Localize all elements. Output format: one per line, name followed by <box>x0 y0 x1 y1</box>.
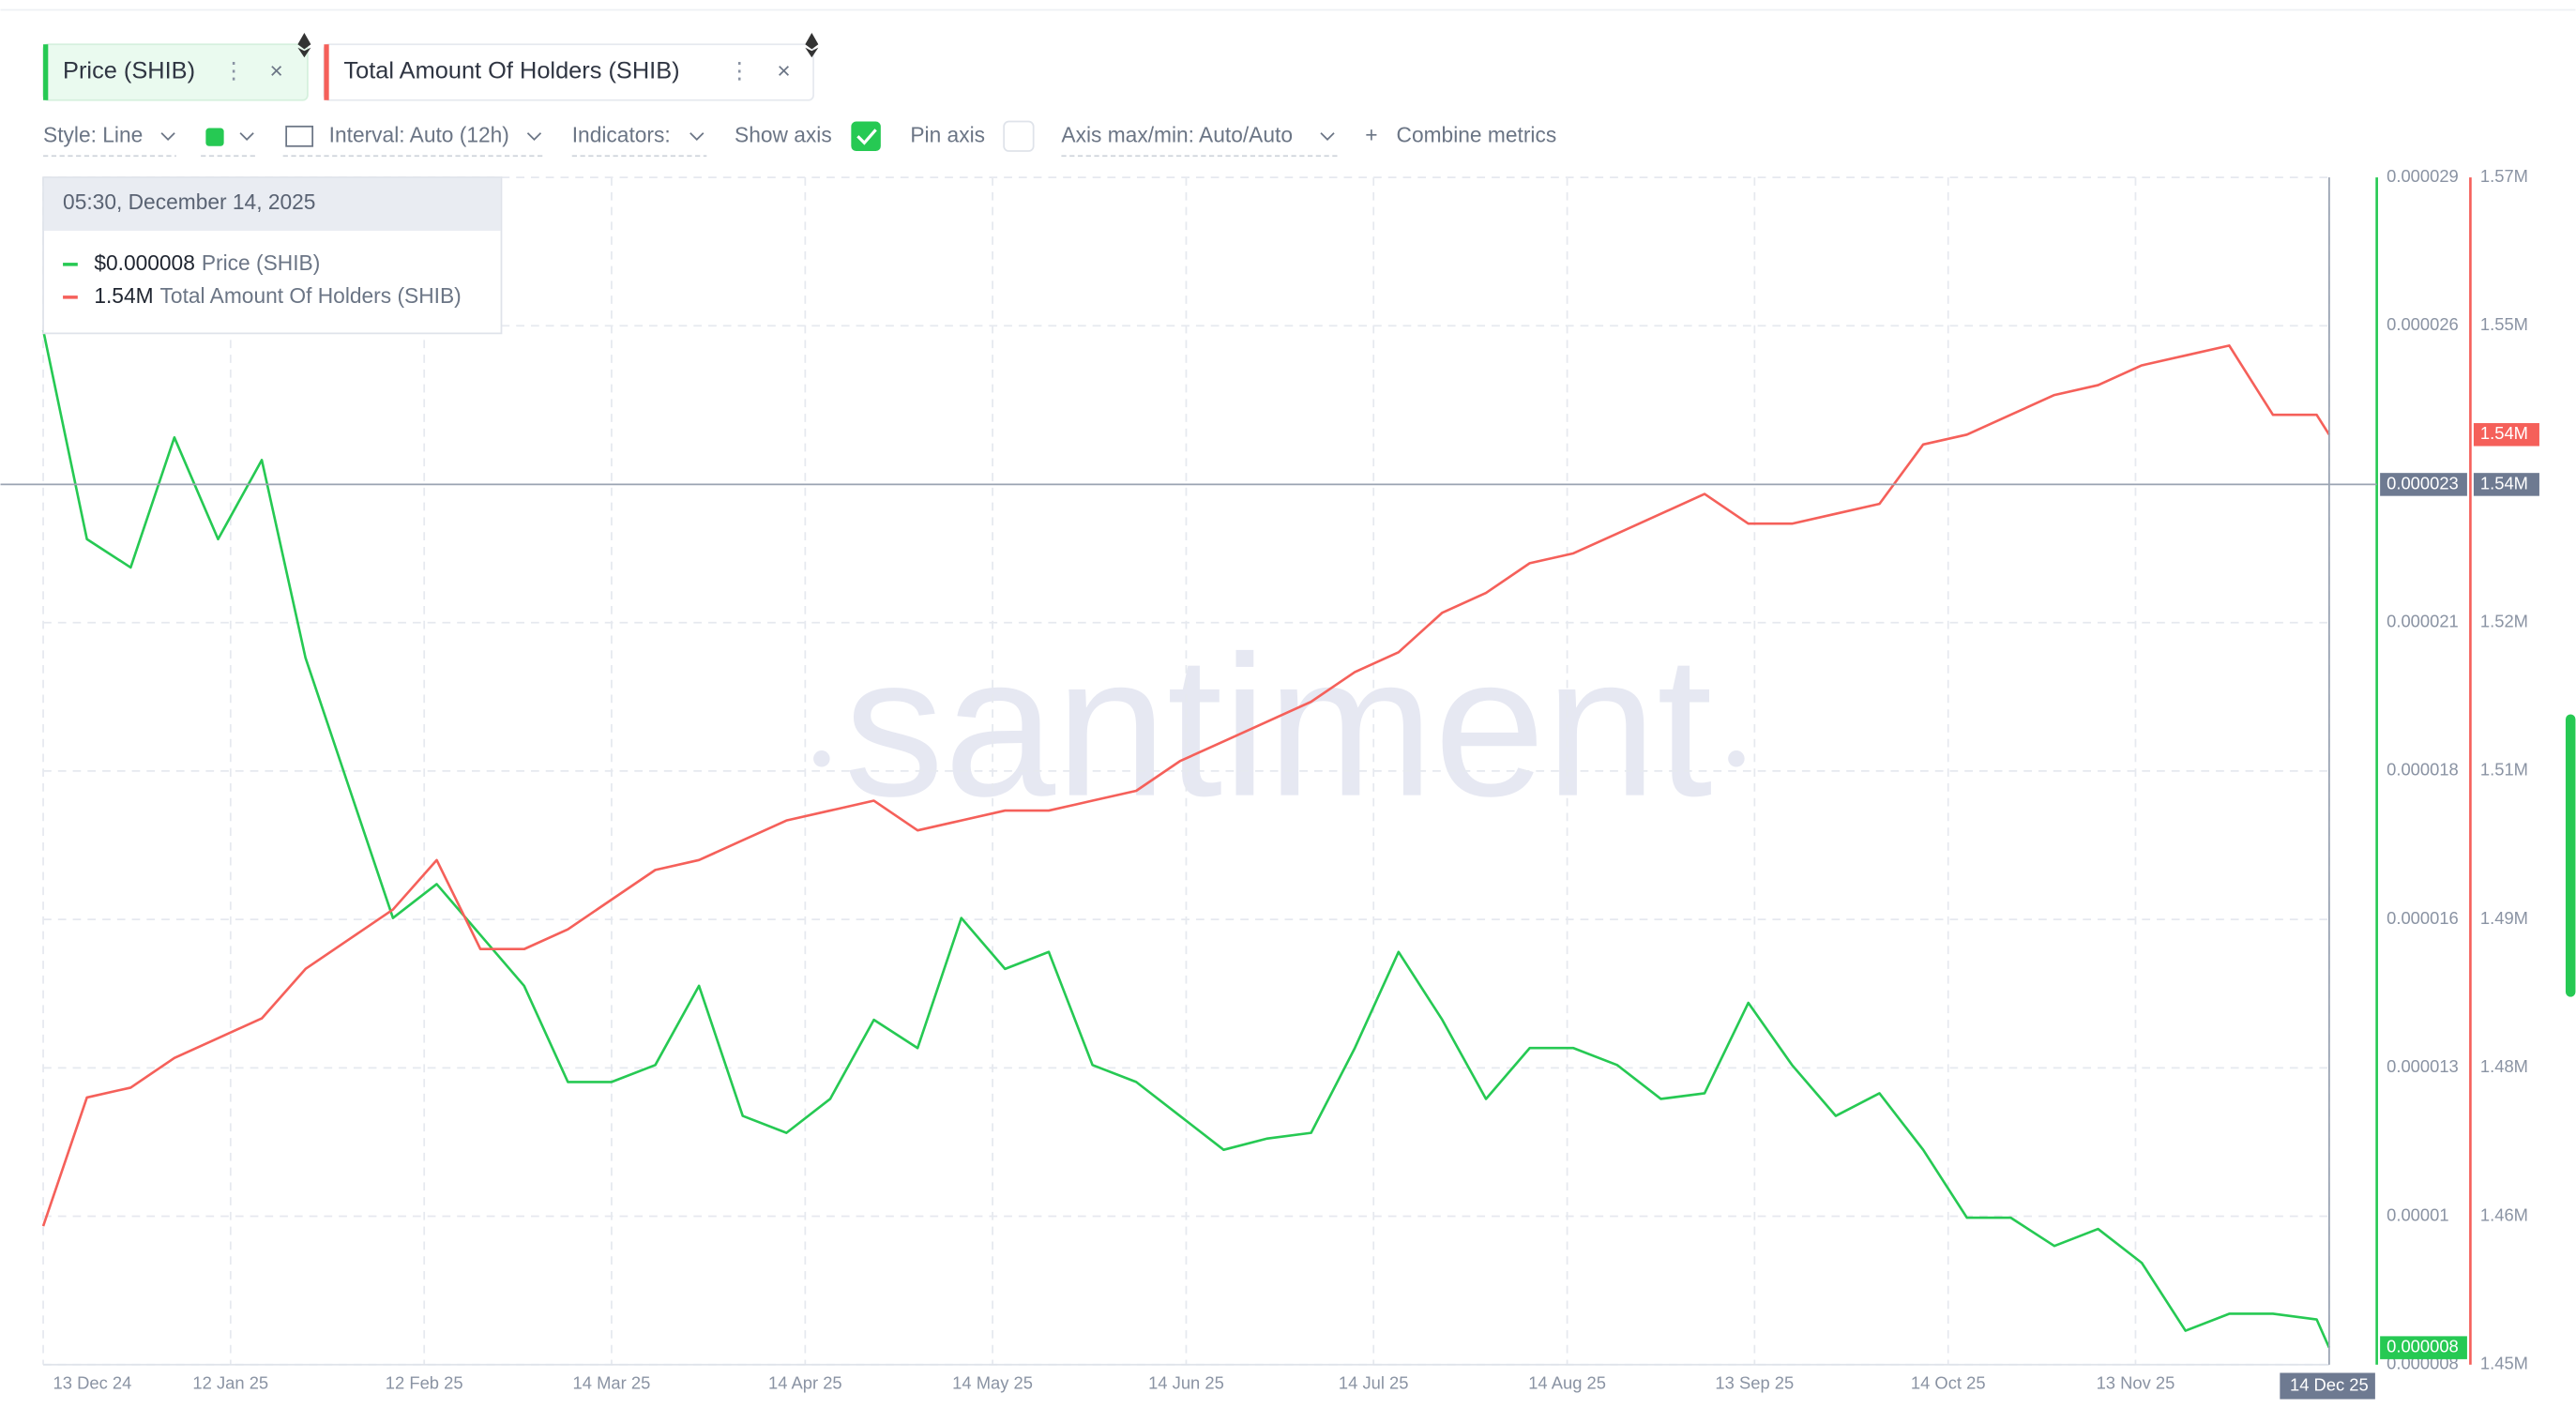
y-tick-label: 0.00001 <box>2387 1204 2448 1224</box>
color-picker[interactable] <box>205 128 224 146</box>
eth-icon <box>297 33 311 58</box>
tooltip-time: 05:30, December 14, 2025 <box>63 189 315 214</box>
metric-chip[interactable]: Price (SHIB) ⋮ × <box>42 33 311 101</box>
x-tick-label: 14 May 25 <box>952 1373 1033 1393</box>
chevron <box>239 132 254 142</box>
y-tick-label: 0.000029 <box>2387 166 2459 186</box>
show-axis-label[interactable]: Show axis <box>735 122 832 146</box>
chevron <box>1320 132 1335 142</box>
x-tick-label: 14 Aug 25 <box>1528 1373 1606 1393</box>
y2-tick-label: 1.48M <box>2480 1056 2528 1076</box>
tooltip-row: 1.54M Total Amount Of Holders (SHIB) <box>94 283 461 308</box>
chip-close[interactable]: × <box>269 58 282 83</box>
chevron <box>689 132 705 142</box>
tooltip-row: $0.000008 Price (SHIB) <box>94 250 320 275</box>
interval-icon <box>285 125 314 147</box>
tooltip: 05:30, December 14, 2025 $0.000008 Price … <box>42 176 503 335</box>
y-tick-label: 0.000021 <box>2387 612 2459 631</box>
toolbar: Style: Line Interval: Auto (12h) Indicat… <box>43 120 1557 158</box>
axis-range-select[interactable]: Axis max/min: Auto/Auto <box>1061 122 1293 146</box>
chip-close[interactable]: × <box>777 58 790 83</box>
watermark-text: santiment <box>844 615 1713 839</box>
x-tick-label: 13 Dec 24 <box>53 1373 132 1393</box>
current-value-label: 1.54M <box>2480 423 2528 443</box>
chevron <box>526 132 542 142</box>
cursor-y2-label: 1.54M <box>2480 473 2528 492</box>
tooltip-metric: Total Amount Of Holders (SHIB) <box>160 283 462 308</box>
chip-menu[interactable]: ⋮ <box>728 58 750 83</box>
x-tick-label: 13 Nov 25 <box>2097 1373 2175 1393</box>
x-tick-label: 14 Jun 25 <box>1148 1373 1224 1393</box>
check <box>856 129 877 145</box>
cursor-y-badge <box>2380 473 2467 496</box>
y2-tick-label: 1.57M <box>2480 166 2528 186</box>
chevron <box>160 132 175 142</box>
series-line <box>41 344 2330 1227</box>
y2-tick-label: 1.46M <box>2480 1204 2528 1224</box>
watermark: santiment <box>813 615 1745 839</box>
y2-tick-label: 1.55M <box>2480 314 2528 334</box>
x-tick-label: 14 Mar 25 <box>573 1373 651 1393</box>
chip-label: Total Amount Of Holders (SHIB) <box>343 58 679 84</box>
tooltip-value: 1.54M <box>94 283 153 308</box>
combine-metrics[interactable]: Combine metrics <box>1397 122 1557 146</box>
x-tick-label: 14 Apr 25 <box>768 1373 842 1393</box>
interval-select[interactable]: Interval: Auto (12h) <box>329 122 509 146</box>
y-tick-label: 0.000013 <box>2387 1056 2459 1076</box>
x-tick-label: 14 Jul 25 <box>1339 1373 1409 1393</box>
x-tick-label: 12 Jan 25 <box>192 1373 268 1393</box>
y2-tick-label: 1.51M <box>2480 760 2528 780</box>
cursor-y2-badge <box>2473 473 2539 496</box>
style-select[interactable]: Style: Line <box>43 122 143 146</box>
x-tick-label: 13 Sep 25 <box>1715 1373 1794 1393</box>
tooltip-value: $0.000008 <box>94 250 195 275</box>
chip-label: Price (SHIB) <box>63 58 195 84</box>
y-tick-label: 0.000026 <box>2387 314 2459 334</box>
current-value-badge <box>2380 1336 2467 1359</box>
y2-tick-label: 1.52M <box>2480 612 2528 631</box>
y2-tick-label: 1.45M <box>2480 1354 2528 1373</box>
cursor-y-label: 0.000023 <box>2387 473 2459 492</box>
plot-area: 13 Dec 24 12 Jan 25 12 Feb 25 14 Mar 25 14 A… <box>0 166 2539 1400</box>
y-tick-label: 0.000018 <box>2387 760 2459 780</box>
cursor-x-label: 14 Dec 25 <box>2290 1374 2369 1394</box>
cursor-x-badge <box>2280 1372 2375 1400</box>
show-axis-checkbox[interactable] <box>851 121 881 152</box>
metric-chip[interactable]: Total Amount Of Holders (SHIB) ⋮ × <box>323 33 819 101</box>
tooltip-metric: Price (SHIB) <box>202 250 320 275</box>
x-tick-label: 14 Oct 25 <box>1911 1373 1986 1393</box>
x-tick-label: 12 Feb 25 <box>386 1373 463 1393</box>
series-line <box>41 329 2331 1349</box>
current-value-badge <box>2473 423 2539 447</box>
y-tick-label: 0.000016 <box>2387 908 2459 928</box>
current-value-label: 0.000008 <box>2387 1337 2459 1356</box>
pin-axis-label[interactable]: Pin axis <box>910 122 985 146</box>
pin-axis-checkbox[interactable] <box>1003 120 1035 152</box>
scrollbar[interactable] <box>2565 714 2576 997</box>
plus-icon: + <box>1365 122 1377 146</box>
y2-tick-label: 1.49M <box>2480 908 2528 928</box>
chip-menu[interactable]: ⋮ <box>222 58 246 83</box>
indicators-select[interactable]: Indicators: <box>572 122 671 146</box>
eth-icon <box>805 33 819 58</box>
